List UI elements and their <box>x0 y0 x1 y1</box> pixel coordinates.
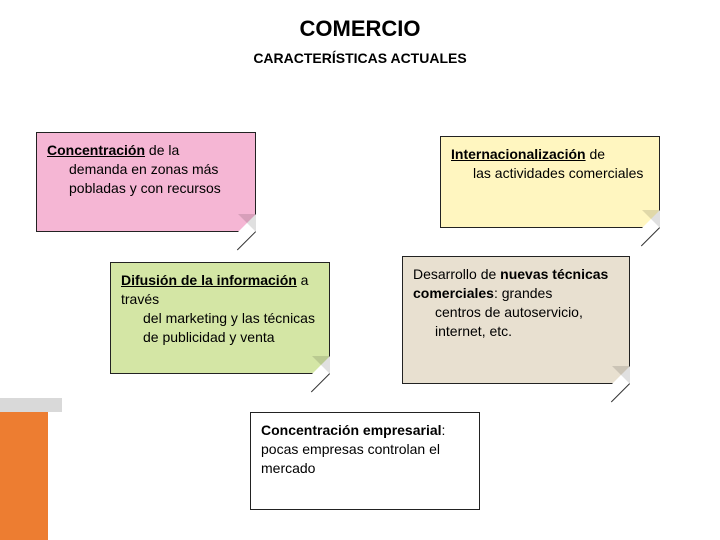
note-internacionalizacion: Internacionalización de las actividades … <box>440 136 660 228</box>
note-concentracion-empresarial: Concentración empresarial: pocas empresa… <box>250 412 480 510</box>
note-bold: Concentración empresarial <box>261 422 442 438</box>
page-title: COMERCIO <box>0 16 720 42</box>
note-body: del marketing y las técnicas de publicid… <box>121 309 319 347</box>
note-preplain: Desarrollo de <box>413 266 500 282</box>
note-body: demanda en zonas más pobladas y con recu… <box>47 160 245 198</box>
accent-bar-orange <box>0 412 48 540</box>
note-firstline-rest: : grandes <box>494 285 552 301</box>
note-bold: Internacionalización <box>451 146 586 162</box>
note-nuevas-tecnicas: Desarrollo de nuevas técnicas comerciale… <box>402 256 630 384</box>
note-firstline-rest: de <box>586 146 605 162</box>
note-bold: Difusión de la información <box>121 272 297 288</box>
note-concentracion-demanda: Concentración de la demanda en zonas más… <box>36 132 256 232</box>
note-body: pocas empresas controlan el mercado <box>261 441 440 476</box>
page-subtitle: CARACTERÍSTICAS ACTUALES <box>0 50 720 66</box>
page-fold-icon <box>238 214 256 232</box>
note-difusion-informacion: Difusión de la información a través del … <box>110 262 330 374</box>
note-firstline-rest: de la <box>145 142 179 158</box>
accent-bar-gray <box>0 398 62 412</box>
note-firstline-rest: : <box>442 422 446 438</box>
page-fold-icon <box>612 366 630 384</box>
note-bold: Concentración <box>47 142 145 158</box>
page-fold-icon <box>642 210 660 228</box>
page-fold-icon <box>312 356 330 374</box>
note-body: las actividades comerciales <box>451 164 649 183</box>
note-body: centros de autoservicio, internet, etc. <box>413 303 619 341</box>
